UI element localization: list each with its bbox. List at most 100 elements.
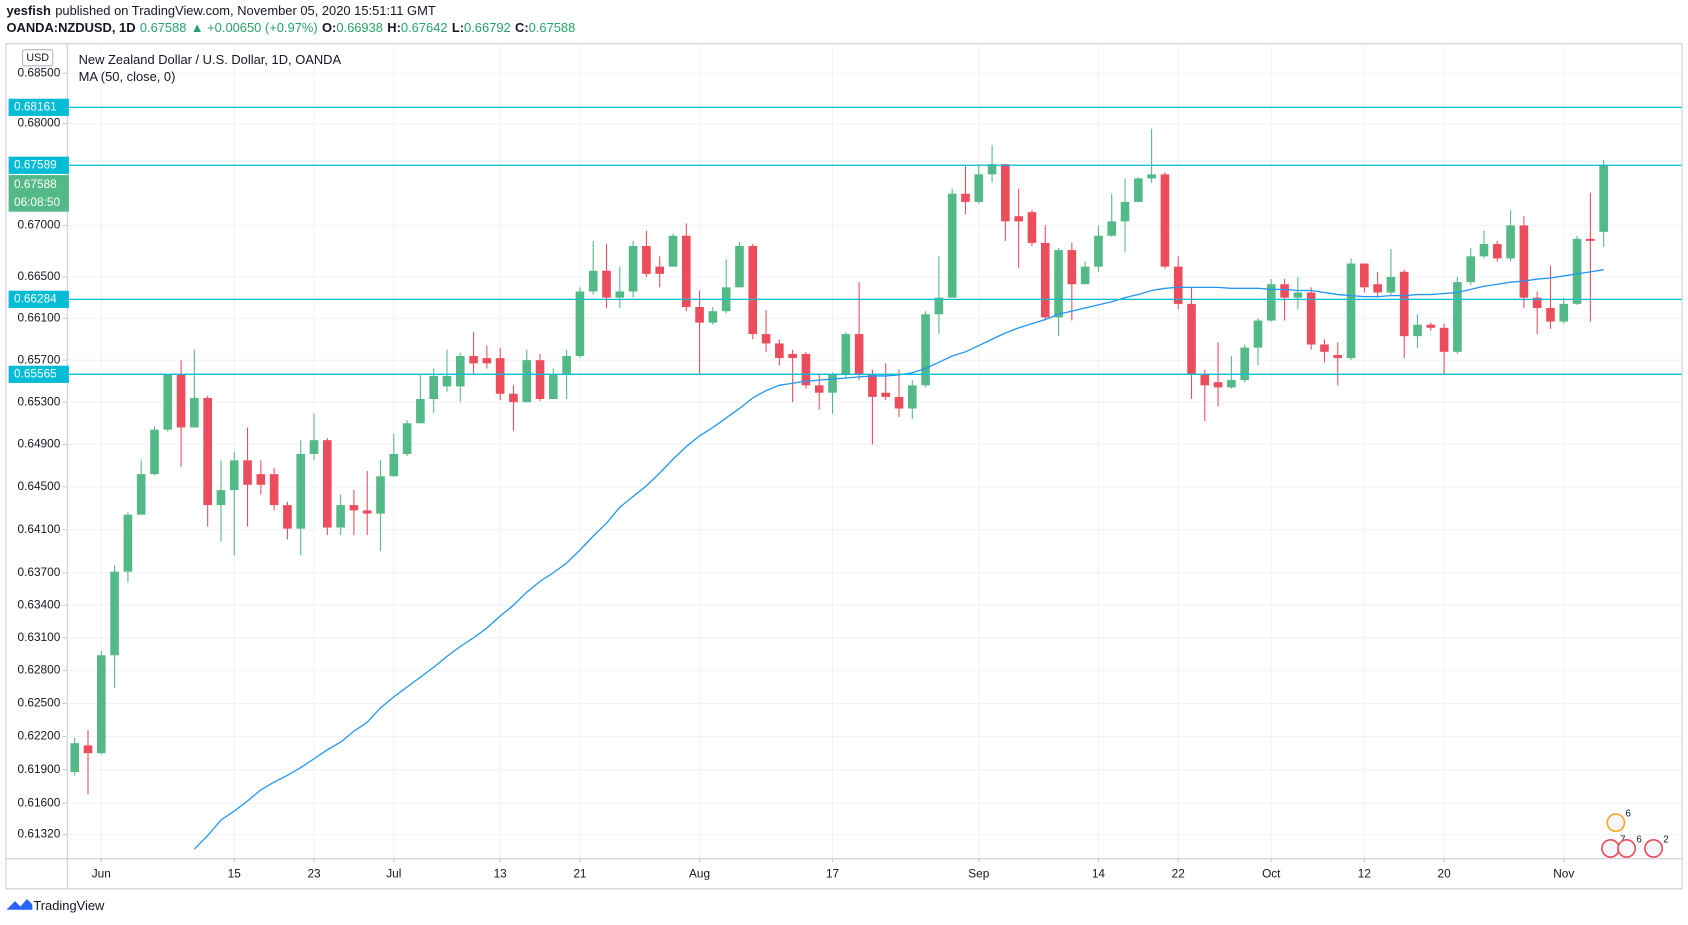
candle-body (429, 375, 438, 400)
price-tag (8, 156, 69, 174)
price-tag-label: 0.65565 (14, 366, 57, 380)
candle-body (761, 334, 771, 344)
candle-body (1227, 380, 1236, 388)
candle-body (1373, 284, 1382, 293)
symbol: OANDA:NZDUSD, 1D (6, 21, 135, 36)
candle-body (123, 514, 133, 572)
candle-body (1346, 263, 1356, 359)
author: yesfish (6, 3, 51, 18)
y-tick-label: 0.64900 (18, 437, 61, 451)
candle-body (269, 474, 279, 506)
candle-body (575, 291, 585, 356)
candle-body (1040, 242, 1050, 318)
candle-body (655, 266, 665, 274)
candle-body (1266, 284, 1276, 321)
candle-body (1306, 292, 1316, 345)
currency-box[interactable] (22, 49, 54, 67)
candle-body (1173, 266, 1183, 304)
candle-body (1107, 221, 1117, 236)
published: published on TradingView.com, November 0… (55, 3, 436, 18)
candle-body (1147, 174, 1156, 179)
x-tick-label: 14 (1092, 866, 1106, 880)
grid (67, 44, 1682, 859)
candle-body (1014, 216, 1023, 222)
candle-body (1426, 324, 1436, 328)
candle-body (1120, 201, 1130, 222)
y-tick-label: 0.63100 (18, 630, 61, 644)
candle-body (1240, 347, 1249, 381)
candle-body (628, 246, 638, 292)
candle-body (522, 360, 532, 403)
candle-body (1599, 165, 1608, 232)
candle-body (1333, 354, 1343, 359)
candle-body (1532, 297, 1542, 309)
y-tick-label: 0.62500 (18, 696, 61, 710)
x-tick-label: Oct (1262, 866, 1281, 880)
candle-body (110, 571, 119, 656)
y-tick-label: 0.67000 (18, 218, 61, 232)
candle-body (881, 392, 891, 397)
candle-body (336, 505, 345, 528)
candle-body (1293, 292, 1303, 298)
y-tick-label: 0.61600 (18, 795, 61, 809)
brand: TradingView (33, 898, 105, 913)
y-tick-label: 0.62200 (18, 729, 61, 743)
candle-body (828, 374, 837, 393)
candle-body (376, 476, 385, 514)
candle-body (150, 429, 159, 475)
candle-body (1360, 263, 1369, 288)
candle-body (1134, 178, 1143, 202)
symbol-line: OANDA:NZDUSD, 1D 0.67588 ▲ +0.00650 (+0.97… (6, 21, 575, 36)
candle-body (455, 355, 465, 387)
candle-body (469, 355, 478, 364)
x-tick-label: 23 (307, 866, 321, 880)
candle-body (509, 393, 518, 403)
candle-body (708, 311, 718, 323)
y-tick-label: 0.68000 (18, 116, 61, 130)
candle-body (642, 246, 651, 274)
x-tick-label: Aug (689, 866, 710, 880)
candle-body (70, 743, 80, 773)
candle-body (296, 453, 306, 529)
candle-body (934, 297, 944, 315)
y-tick-label: 0.66500 (18, 269, 61, 283)
price-tag (8, 365, 69, 383)
candle-body (256, 474, 266, 485)
candle-body (349, 505, 359, 511)
candle-body (1280, 284, 1289, 298)
candle-body (1001, 164, 1010, 222)
y-tick-label: 0.64500 (18, 479, 61, 493)
y-tick-label: 0.63700 (18, 565, 61, 579)
candle-body (588, 270, 598, 292)
x-tick-label: Nov (1553, 866, 1574, 880)
candle-body (1413, 324, 1422, 337)
event-count: 6 (1626, 809, 1631, 820)
price-tag-label: 0.68161 (14, 99, 57, 113)
footer-logo: TradingView (6, 898, 105, 913)
candle-body (735, 246, 744, 288)
event-count: 6 (1636, 834, 1641, 845)
ohlc-label: L: (452, 21, 464, 36)
candle-body (1386, 276, 1396, 293)
price-tag (8, 98, 69, 116)
x-tick-label: 21 (573, 866, 586, 880)
candle-body (482, 358, 492, 364)
change: ▲ +0.00650 (+0.97%) (191, 21, 318, 36)
candle-body (1466, 256, 1476, 283)
candle-body (907, 385, 917, 409)
candle-body (1253, 320, 1263, 348)
candle-body (1027, 212, 1037, 243)
candle-body (1479, 243, 1489, 257)
candle-body (775, 343, 784, 359)
open-value: 0.66938 (336, 21, 383, 36)
candle-body (1572, 238, 1582, 304)
y-tick-label: 0.61900 (18, 762, 61, 776)
candle-body (748, 246, 758, 335)
y-tick-label: 0.62800 (18, 663, 61, 677)
y-tick-label: 0.65700 (18, 352, 61, 366)
candle-body (309, 440, 319, 454)
candle-body (136, 474, 146, 515)
logo-icon (6, 899, 33, 910)
candle-body (961, 193, 970, 202)
chart-title: New Zealand Dollar / U.S. Dollar, 1D, OA… (79, 52, 342, 67)
